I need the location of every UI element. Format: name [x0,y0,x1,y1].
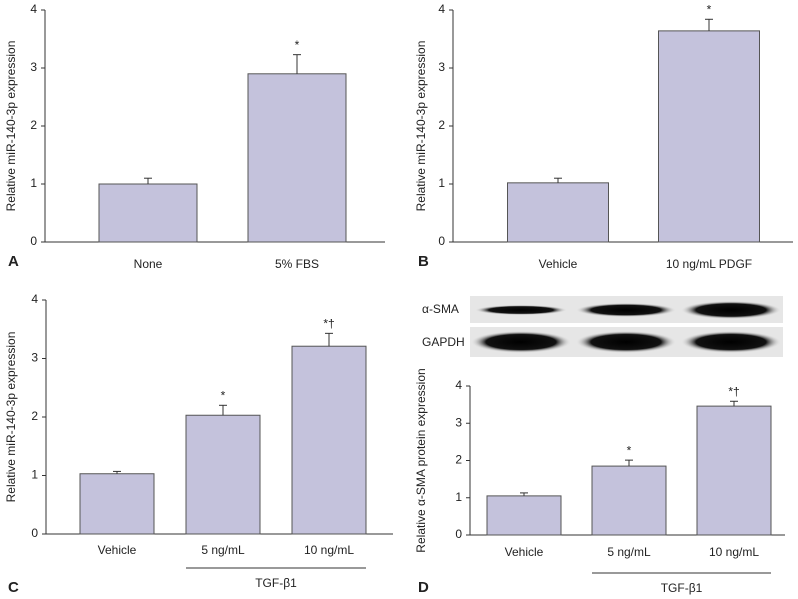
blot-band [576,303,676,317]
annotation: * [627,443,632,457]
bar [291,345,367,535]
blot-band [475,305,567,315]
annotation: *† [728,384,739,398]
y-tick-label: 0 [31,526,38,540]
blot-band [471,331,571,353]
annotation: * [707,2,712,16]
y-tick-label: 4 [30,2,37,16]
x-tick-label: 10 ng/mL [304,543,354,557]
y-tick-label: 2 [455,453,462,467]
x-tick-label: None [134,257,163,271]
y-tick-label: 1 [31,468,38,482]
x-tick-label: 10 ng/mL PDGF [666,257,752,271]
bar [185,414,261,535]
y-tick-label: 0 [455,527,462,541]
y-tick-label: 1 [438,176,445,190]
y-tick-label: 3 [30,60,37,74]
bar [98,183,198,243]
y-tick-label: 3 [31,351,38,365]
x-tick-label: 5 ng/mL [607,545,651,559]
annotation: * [295,38,300,52]
bar [486,495,562,536]
panel-label: B [418,253,429,270]
annotation: *† [323,317,334,331]
x-tick-label: Vehicle [539,257,578,271]
y-tick-label: 4 [455,378,462,392]
blot-label: α-SMA [422,302,459,316]
bar [658,30,760,243]
y-tick-label: 0 [438,234,445,248]
bar [247,73,347,243]
y-tick-label: 4 [31,292,38,306]
bar [591,465,667,536]
x-tick-label: 10 ng/mL [709,545,759,559]
blot-band [576,331,676,353]
y-tick-label: 1 [30,176,37,190]
y-tick-label: 3 [438,60,445,74]
panel-label: D [418,579,429,596]
blot-label: GAPDH [422,335,465,349]
blot-band [681,301,781,319]
y-tick-label: 2 [31,409,38,423]
y-axis-label: Relative miR-140-3p expression [414,41,428,212]
blot-band [681,331,781,353]
annotation: * [221,388,226,402]
bar [79,473,155,535]
panel-label: A [8,253,19,270]
y-axis-label: Relative miR-140-3p expression [4,41,18,212]
y-tick-label: 2 [438,118,445,132]
y-tick-label: 2 [30,118,37,132]
group-label: TGF-β1 [661,581,703,595]
x-tick-label: Vehicle [505,545,544,559]
y-tick-label: 1 [455,490,462,504]
western-blot [470,296,783,357]
bar [507,182,609,243]
x-tick-label: Vehicle [98,543,137,557]
y-axis-label: Relative miR-140-3p expression [4,332,18,503]
group-label: TGF-β1 [255,576,297,590]
bar [696,405,772,536]
y-tick-label: 3 [455,415,462,429]
x-tick-label: 5% FBS [275,257,319,271]
y-tick-label: 4 [438,2,445,16]
y-axis-label: Relative α-SMA protein expression [414,368,428,552]
panel-label: C [8,579,19,596]
x-tick-label: 5 ng/mL [201,543,245,557]
y-tick-label: 0 [30,234,37,248]
